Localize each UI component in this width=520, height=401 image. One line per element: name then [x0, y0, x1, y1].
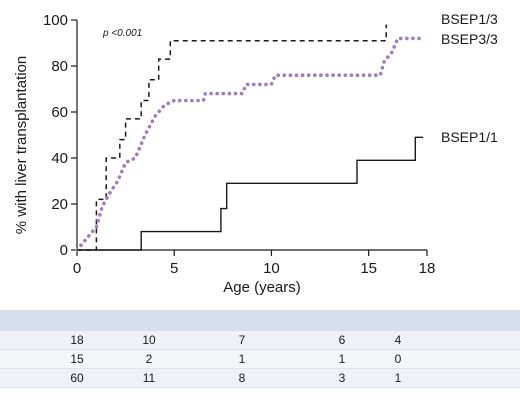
risk-table-body: 18 10 7 6 4 15 2 1 1 0 60 11 8 3 1 — [0, 331, 520, 388]
risk-table-cell: 2 — [145, 352, 153, 366]
risk-table-cell: 10 — [142, 333, 156, 347]
series-line-bsep3-3 — [75, 36, 425, 252]
series-line-bsep1-1 — [77, 136, 424, 251]
series-label-bsep3-3: BSEP3/3 — [441, 31, 498, 47]
x-tick-label-5: 5 — [170, 260, 178, 277]
risk-table-row: 15 2 1 1 0 — [0, 350, 520, 369]
risk-table-cell: 1 — [394, 371, 402, 385]
y-tick-label-40: 40 — [51, 150, 68, 167]
x-tick-label-10: 10 — [263, 260, 280, 277]
numbers-at-risk-table: 18 10 7 6 4 15 2 1 1 0 60 11 8 3 1 — [0, 310, 520, 388]
p-value-annotation: p <0.001 — [102, 28, 142, 39]
risk-table-row: 60 11 8 3 1 — [0, 369, 520, 388]
x-axis-title: Age (years) — [223, 279, 301, 296]
y-tick-label-100: 100 — [43, 12, 68, 29]
risk-table-cell: 8 — [238, 371, 246, 385]
y-tick-label-20: 20 — [51, 196, 68, 213]
x-tick-label-0: 0 — [73, 260, 81, 277]
risk-table-cell: 18 — [70, 333, 84, 347]
series-label-bsep1-1: BSEP1/1 — [441, 129, 498, 145]
risk-table-header — [0, 310, 520, 331]
y-tick-label-80: 80 — [51, 58, 68, 75]
risk-table-cell: 3 — [338, 371, 346, 385]
risk-table-cell: 1 — [238, 352, 246, 366]
y-tick-label-0: 0 — [60, 242, 68, 259]
series-line-bsep1-3 — [77, 24, 387, 251]
risk-table-row: 18 10 7 6 4 — [0, 331, 520, 350]
risk-table-cell: 4 — [394, 333, 402, 347]
plot-area: 0 20 40 60 80 100 0 5 10 15 18 BSEP1/3 BSEP3/3 BSEP1/… — [43, 11, 498, 277]
risk-table-cell: 0 — [394, 352, 402, 366]
risk-table-cell: 6 — [338, 333, 346, 347]
y-axis-title: % with liver transplantation — [13, 56, 30, 234]
series-label-bsep1-3: BSEP1/3 — [441, 11, 498, 27]
y-tick-label-60: 60 — [51, 104, 68, 121]
risk-table-cell: 7 — [238, 333, 246, 347]
x-tick-label-15: 15 — [360, 260, 377, 277]
risk-table-cell: 15 — [70, 352, 84, 366]
risk-table-cell: 60 — [70, 371, 84, 385]
risk-table-cell: 1 — [338, 352, 346, 366]
x-tick-label-18: 18 — [419, 260, 436, 277]
risk-table-cell: 11 — [142, 371, 156, 385]
survival-chart: 0 20 40 60 80 100 0 5 10 15 18 BSEP1/3 BSEP3/3 BSEP1/… — [13, 11, 498, 296]
